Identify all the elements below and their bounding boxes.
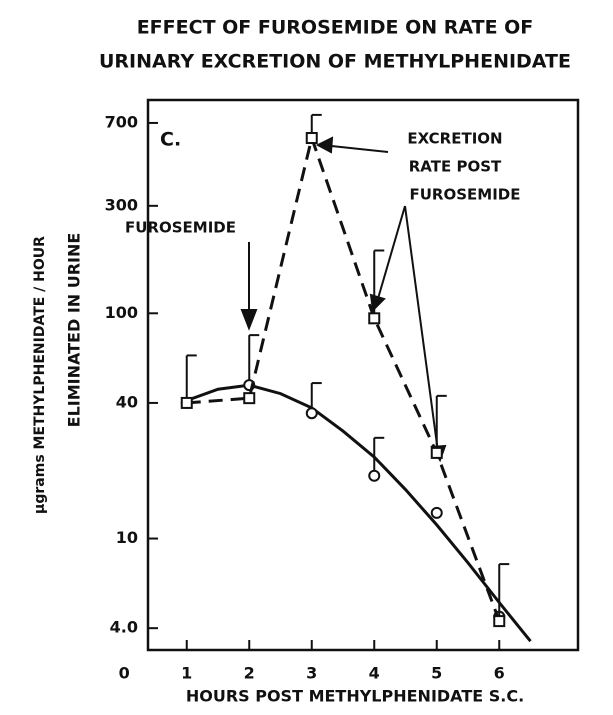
point <box>430 446 443 459</box>
annotation: RATE POST <box>409 158 502 176</box>
point <box>368 312 381 325</box>
x-tick-label: 3 <box>306 664 317 683</box>
annotation: FUROSEMIDE <box>125 219 236 237</box>
y-label: ELIMINATED IN URINE <box>65 233 84 428</box>
point <box>243 392 256 405</box>
x-tick-label: 1 <box>181 664 192 683</box>
y-tick-label: 4.0 <box>110 618 138 637</box>
point <box>305 407 318 420</box>
point <box>180 396 193 409</box>
y-label: μgrams METHYLPHENIDATE / HOUR <box>32 236 48 514</box>
annotation: FUROSEMIDE <box>410 186 521 204</box>
title: EFFECT OF FUROSEMIDE ON RATE OF <box>137 17 534 39</box>
series-line <box>186 132 501 622</box>
annotation: EXCRETION <box>407 130 502 148</box>
x-tick-label: 5 <box>431 664 442 683</box>
y-tick-label: 300 <box>105 195 138 214</box>
fit-curve <box>186 383 532 643</box>
y-tick-label: 40 <box>116 392 138 411</box>
point <box>493 615 506 628</box>
y-tick-label: 100 <box>105 303 138 322</box>
point <box>368 469 381 482</box>
panel-label: C. <box>160 129 181 151</box>
y-tick-label: 700 <box>105 112 138 131</box>
x-tick-label: 0 <box>119 664 130 683</box>
plot-frame <box>146 98 580 652</box>
title: URINARY EXCRETION OF METHYLPHENIDATE <box>99 51 571 73</box>
x-label: HOURS POST METHYLPHENIDATE S.C. <box>186 687 524 706</box>
x-tick-label: 2 <box>244 664 255 683</box>
x-tick-label: 4 <box>369 664 380 683</box>
x-tick-label: 6 <box>494 664 505 683</box>
point <box>430 506 443 519</box>
point <box>305 132 318 145</box>
y-tick-label: 10 <box>116 528 138 547</box>
